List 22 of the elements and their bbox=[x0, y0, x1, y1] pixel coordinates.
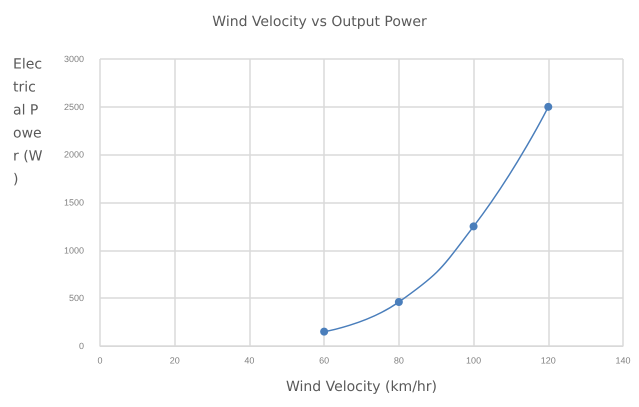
x-tick-label: 40 bbox=[244, 356, 254, 366]
x-tick-label: 80 bbox=[394, 356, 404, 366]
x-tick-label: 140 bbox=[615, 356, 631, 366]
y-tick-label: 1000 bbox=[64, 245, 84, 256]
point bbox=[544, 102, 552, 111]
x-tick-label: 100 bbox=[466, 356, 482, 366]
y-axis-title: Electrical Power (W) bbox=[13, 56, 43, 188]
y-tick-label: 3000 bbox=[64, 54, 84, 64]
y-tick-label: 1500 bbox=[64, 198, 84, 208]
point bbox=[394, 298, 403, 306]
y-tick-label: 2000 bbox=[64, 150, 84, 160]
x-tick-label: 0 bbox=[97, 356, 103, 366]
point bbox=[470, 222, 478, 230]
y-tick-label: 0 bbox=[78, 341, 84, 351]
chart-title: Wind Velocity vs Output Power bbox=[212, 14, 427, 30]
point bbox=[320, 328, 328, 336]
y-tick-label: 500 bbox=[68, 293, 84, 304]
x-axis-title: Wind Velocity (km/hr) bbox=[286, 379, 438, 395]
x-tick-label: 60 bbox=[319, 356, 330, 366]
x-tick-label: 120 bbox=[540, 356, 556, 366]
x-tick-label: 20 bbox=[170, 356, 180, 366]
y-tick-label: 2500 bbox=[64, 102, 84, 112]
